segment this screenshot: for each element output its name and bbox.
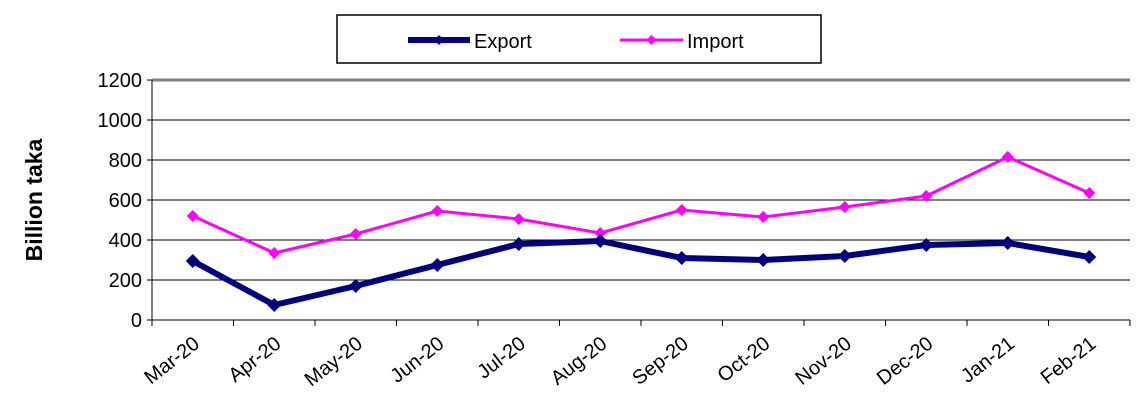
x-tick-label: Jan-21 (957, 333, 1019, 388)
axes (147, 78, 1131, 326)
x-tick-label: Nov-20 (791, 333, 855, 390)
data-point (919, 238, 934, 252)
legend: Export Import (336, 14, 822, 64)
y-tick-label: 600 (109, 190, 142, 212)
data-point (1082, 250, 1097, 264)
data-point (512, 213, 525, 225)
data-point (675, 204, 688, 216)
x-tick-label: Oct-20 (713, 333, 774, 387)
y-tick-label: 400 (109, 230, 142, 252)
data-point (267, 298, 282, 312)
x-tick-label: Jun-20 (387, 333, 449, 388)
series-line-import (192, 155, 1090, 255)
data-point (1083, 187, 1096, 199)
data-point (1000, 236, 1015, 250)
series-group (185, 151, 1097, 312)
data-point (1001, 151, 1014, 163)
x-tick-label: Jul-20 (473, 333, 529, 384)
data-point (594, 227, 607, 239)
legend-marker-export (434, 35, 444, 45)
y-tick-label: 200 (109, 270, 142, 292)
data-point (920, 190, 933, 202)
series-export (185, 234, 1097, 312)
y-tick-labels: 0 200 400 600 800 1000 1200 (98, 70, 143, 332)
data-point (838, 201, 851, 213)
y-tick-label: 1000 (98, 110, 143, 132)
legend-entry-import: Import (620, 31, 744, 53)
data-point (593, 234, 608, 248)
x-tick-label: Aug-20 (547, 333, 611, 390)
data-point (186, 210, 199, 222)
series-import (186, 151, 1096, 259)
legend-label-import: Import (687, 31, 744, 53)
data-point (348, 279, 363, 293)
y-tick-label: 1200 (98, 70, 143, 92)
data-point (837, 249, 852, 263)
data-point (674, 251, 689, 265)
x-tick-labels: Mar-20 Apr-20 May-20 Jun-20 Jul-20 Aug-20 Sep-… (140, 333, 1100, 391)
legend-entry-export: Export (408, 31, 532, 53)
data-point (431, 205, 444, 217)
data-point (511, 237, 526, 251)
x-tick-label: Sep-20 (628, 333, 692, 390)
data-point (185, 254, 200, 268)
series-line-export (191, 238, 1090, 308)
x-tick-label: Apr-20 (224, 333, 285, 387)
data-point (757, 211, 770, 223)
y-axis-title: Billion taka (21, 138, 47, 261)
legend-marker-import (646, 35, 657, 45)
x-tick-label: Dec-20 (873, 333, 937, 390)
x-tick-label: Mar-20 (140, 333, 203, 389)
data-point (268, 247, 281, 259)
data-point (756, 253, 771, 267)
x-tick-label: May-20 (301, 333, 367, 391)
x-tick-label: Feb-21 (1037, 333, 1100, 389)
data-point (349, 228, 362, 240)
y-tick-label: 800 (109, 150, 142, 172)
legend-label-export: Export (474, 31, 532, 53)
data-point (430, 258, 445, 272)
y-tick-label: 0 (131, 310, 142, 332)
